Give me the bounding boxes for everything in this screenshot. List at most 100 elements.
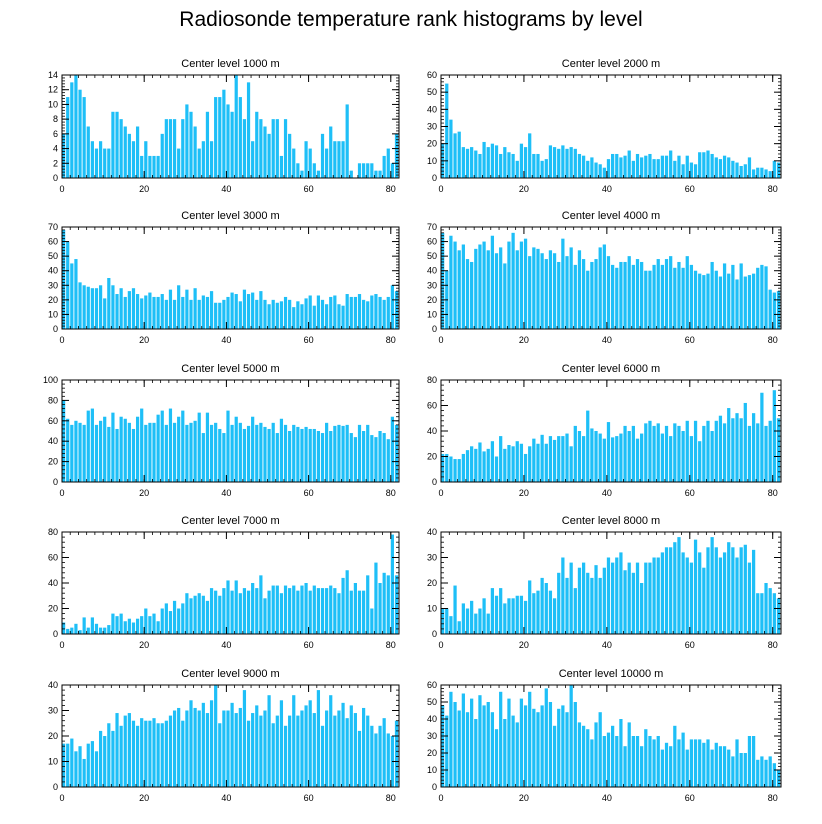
- histogram-bar: [103, 627, 107, 635]
- histogram-bar: [714, 547, 718, 634]
- histogram-bar: [602, 736, 606, 787]
- histogram-bar: [619, 552, 623, 634]
- histogram-bar: [722, 746, 727, 787]
- histogram-bar: [581, 436, 586, 482]
- x-tick-label: 40: [221, 793, 231, 803]
- histogram-bar: [90, 141, 94, 178]
- histogram-bar: [378, 583, 382, 634]
- histogram-bar: [349, 590, 353, 634]
- histogram-bar: [764, 583, 768, 634]
- histogram-bar: [345, 424, 349, 482]
- histogram-bar: [255, 299, 259, 329]
- histogram-bar: [205, 296, 210, 329]
- y-tick-label: 80: [48, 395, 58, 405]
- histogram-bar: [374, 294, 378, 329]
- histogram-bar: [569, 247, 573, 329]
- histogram-bar: [172, 422, 177, 482]
- histogram-bar: [631, 572, 635, 634]
- x-tick-label: 80: [386, 184, 396, 194]
- histogram-bar: [325, 304, 329, 329]
- histogram-bar: [390, 416, 394, 482]
- histogram-bar: [164, 299, 168, 329]
- histogram-bar: [288, 431, 292, 482]
- x-tick-label: 20: [519, 488, 529, 498]
- histogram-bar: [685, 155, 689, 178]
- histogram-bar: [474, 448, 478, 482]
- histogram-bar: [718, 557, 723, 634]
- y-tick-label: 10: [427, 156, 437, 166]
- histogram-bar: [590, 739, 594, 787]
- histogram-bar: [325, 710, 329, 787]
- histogram-bar: [374, 562, 378, 634]
- histogram-bar: [540, 705, 544, 787]
- histogram-bar: [316, 588, 321, 634]
- histogram-bar: [246, 425, 251, 482]
- histogram-bar: [74, 623, 78, 634]
- histogram-bar: [234, 75, 238, 178]
- y-tick-label: 50: [427, 697, 437, 707]
- histogram-bar: [594, 722, 598, 787]
- panel-title: Center level 3000 m: [181, 210, 279, 222]
- histogram-bar: [283, 296, 288, 329]
- histogram-bar: [329, 126, 333, 178]
- histogram-bar: [144, 141, 148, 178]
- histogram-bar: [470, 261, 474, 329]
- panel-title: Center level 6000 m: [562, 363, 660, 375]
- histogram-bar: [689, 162, 694, 178]
- histogram-bar: [288, 588, 292, 634]
- histogram-bar: [494, 729, 499, 787]
- y-tick-label: 20: [427, 452, 437, 462]
- histogram-bar: [598, 164, 602, 178]
- x-tick-label: 80: [768, 184, 778, 194]
- histogram-bar: [238, 301, 242, 329]
- histogram-bar: [172, 710, 177, 787]
- histogram-bar: [482, 705, 486, 787]
- histogram-bar: [685, 749, 689, 787]
- histogram-bar: [86, 743, 90, 787]
- histogram-bar: [255, 424, 259, 482]
- y-tick-label: 40: [427, 527, 437, 537]
- histogram-bar: [263, 426, 267, 482]
- y-tick-label: 20: [427, 139, 437, 149]
- histogram-bar: [673, 267, 677, 329]
- histogram-bar: [140, 616, 144, 634]
- y-tick-label: 40: [48, 266, 58, 276]
- histogram-bar: [569, 147, 573, 178]
- y-tick-label: 20: [427, 295, 437, 305]
- histogram-bar: [760, 392, 764, 482]
- histogram-bar: [486, 613, 490, 634]
- histogram-bar: [677, 155, 681, 178]
- histogram-bar: [644, 423, 648, 482]
- histogram-bar: [103, 298, 107, 329]
- histogram-bar: [123, 715, 127, 787]
- histogram-bar: [461, 244, 465, 329]
- histogram-bar: [320, 433, 325, 482]
- histogram-bar: [267, 133, 271, 178]
- histogram-bar: [308, 590, 312, 634]
- histogram-bar: [296, 715, 300, 787]
- histogram-bar: [115, 428, 119, 482]
- histogram-bar: [507, 445, 511, 482]
- histogram-bar: [557, 261, 561, 329]
- histogram-bar: [772, 390, 776, 482]
- histogram-bar: [544, 443, 548, 482]
- histogram-bar: [267, 304, 271, 329]
- histogram-bar: [160, 608, 164, 634]
- histogram-bar: [263, 598, 267, 634]
- histogram-bar: [362, 707, 366, 787]
- histogram-bar: [577, 722, 582, 787]
- histogram-bar: [673, 423, 677, 482]
- histogram-bar: [201, 702, 205, 787]
- histogram-bar: [218, 302, 222, 329]
- y-tick-label: 20: [427, 578, 437, 588]
- histogram-bar: [366, 575, 370, 634]
- y-tick-label: 40: [48, 680, 58, 690]
- histogram-bar: [222, 588, 226, 634]
- histogram-bar: [74, 75, 78, 178]
- y-tick-label: 30: [48, 706, 58, 716]
- histogram-bar: [164, 720, 168, 787]
- histogram-bar: [288, 299, 292, 329]
- histogram-bar: [722, 423, 727, 482]
- histogram-bar: [234, 294, 238, 329]
- histogram-bar: [494, 145, 499, 178]
